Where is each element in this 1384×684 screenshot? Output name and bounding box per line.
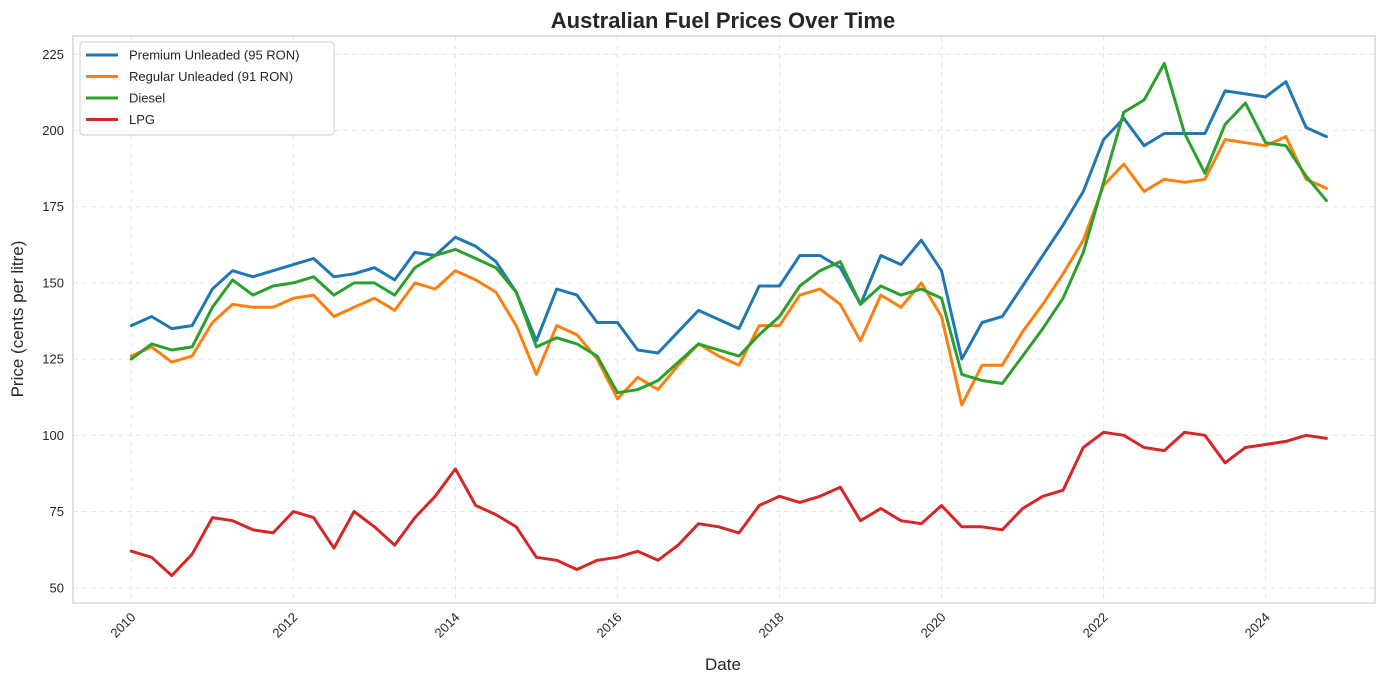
- legend-label: LPG: [129, 112, 155, 127]
- legend-label: Diesel: [129, 91, 165, 106]
- x-tick-label: 2018: [756, 610, 787, 641]
- series-line-1: [129, 135, 1328, 407]
- y-tick-label: 225: [42, 47, 64, 62]
- legend: Premium Unleaded (95 RON) Regular Unleade…: [79, 41, 335, 136]
- x-tick-label: 2012: [269, 610, 300, 641]
- y-axis-ticks: 50 75 100 125 150 175 200 225: [42, 47, 64, 595]
- series-line-2: [129, 61, 1328, 395]
- series-lines: [129, 61, 1328, 578]
- x-tick-label: 2010: [107, 610, 138, 641]
- legend-label: Regular Unleaded (91 RON): [129, 69, 293, 84]
- x-tick-label: 2022: [1080, 610, 1111, 641]
- y-axis-label: Price (cents per litre): [8, 241, 27, 398]
- y-tick-label: 50: [50, 580, 64, 595]
- y-tick-label: 150: [42, 275, 64, 290]
- x-tick-label: 2016: [594, 610, 625, 641]
- legend-items: Premium Unleaded (95 RON) Regular Unleade…: [86, 48, 300, 127]
- legend-label: Premium Unleaded (95 RON): [129, 48, 300, 63]
- x-tick-label: 2014: [431, 610, 462, 641]
- x-axis-ticks: 2010 2012 2014 2016 2018 2020 2022 2024: [107, 610, 1272, 641]
- y-tick-label: 200: [42, 123, 64, 138]
- y-tick-label: 175: [42, 199, 64, 214]
- x-tick-label: 2024: [1242, 610, 1273, 641]
- y-tick-label: 75: [50, 504, 64, 519]
- y-tick-label: 125: [42, 352, 64, 367]
- x-axis-label: Date: [705, 655, 741, 674]
- series-line-3: [129, 430, 1328, 578]
- y-tick-label: 100: [42, 428, 64, 443]
- legend-box: [79, 41, 335, 136]
- x-tick-label: 2020: [918, 610, 949, 641]
- plot-frame: [72, 35, 1376, 604]
- series-line-0: [129, 80, 1328, 361]
- chart-title: Australian Fuel Prices Over Time: [551, 8, 895, 33]
